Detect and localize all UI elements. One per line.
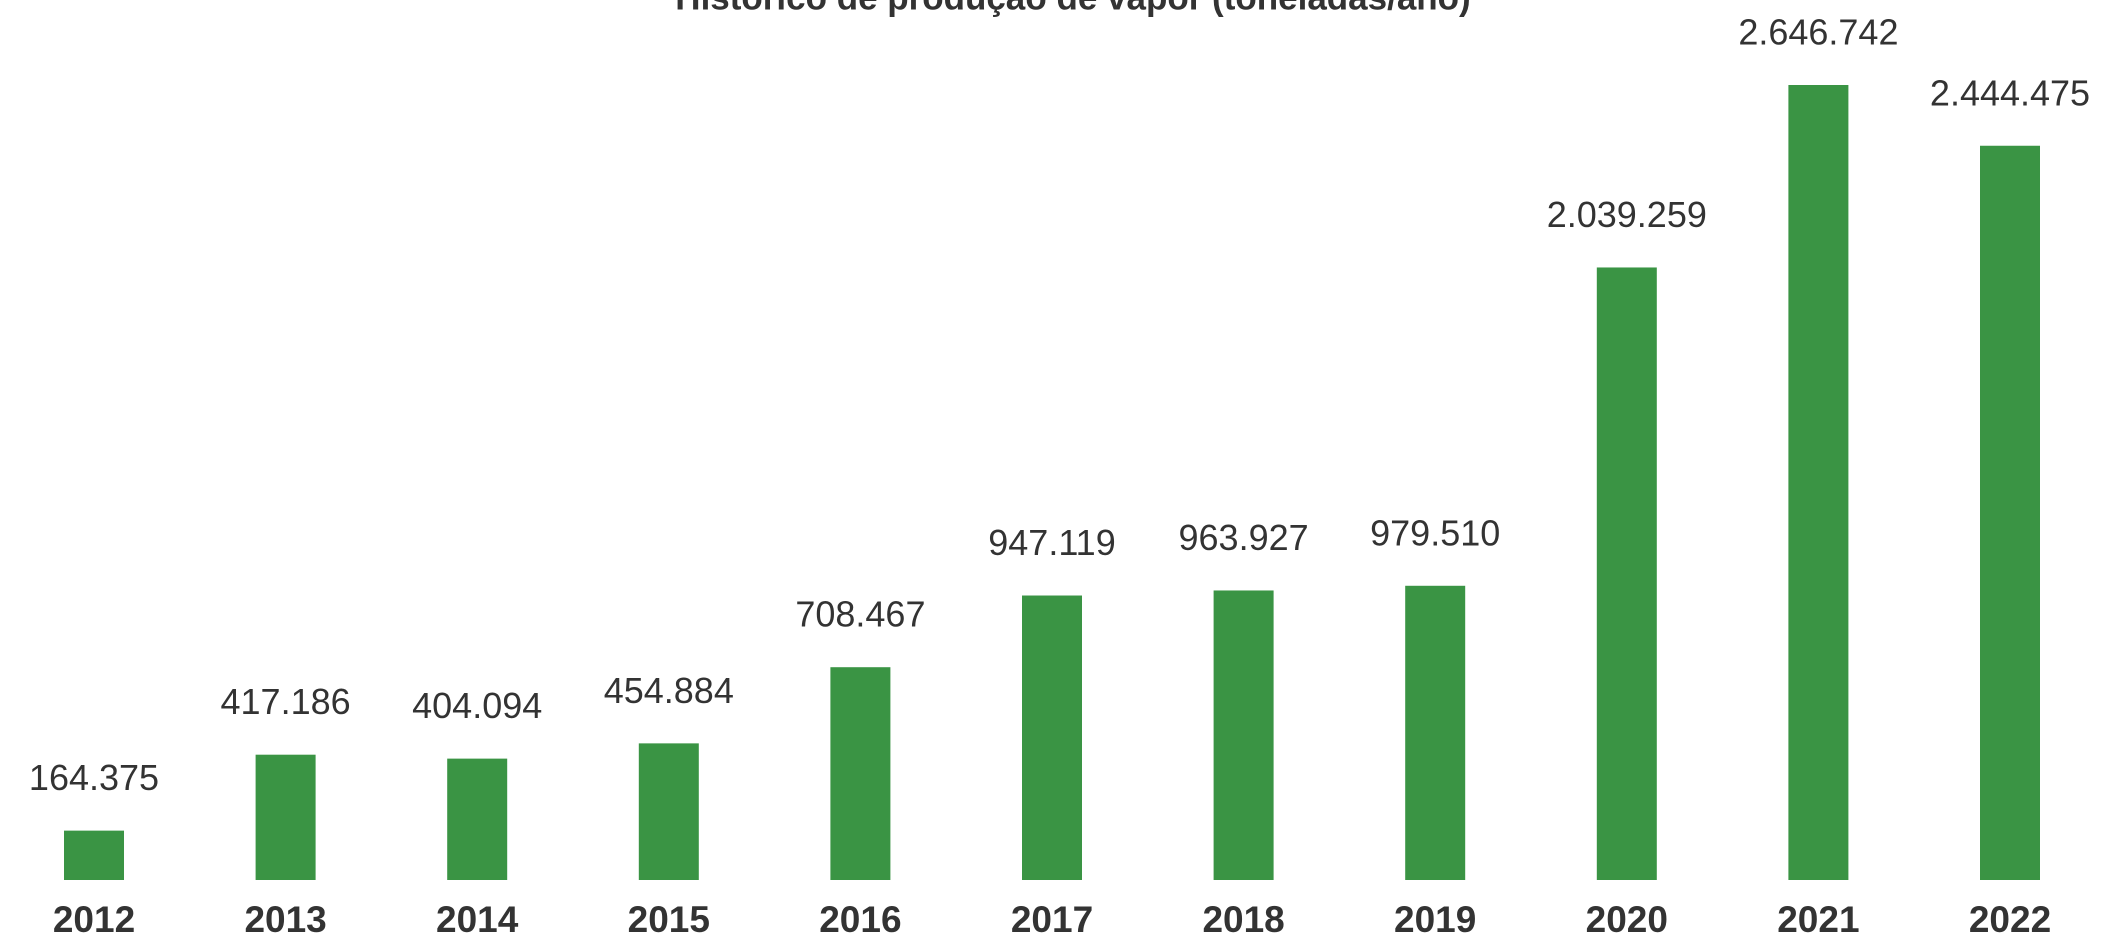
bar <box>255 754 316 880</box>
value-label: 708.467 <box>795 594 925 635</box>
x-tick-label: 2014 <box>436 899 519 940</box>
x-tick-label: 2021 <box>1777 899 1859 940</box>
x-tick-label: 2018 <box>1202 899 1284 940</box>
bar <box>447 758 508 880</box>
bar <box>64 830 124 880</box>
bar <box>638 743 699 880</box>
chart-title: Histórico de produção de vapor (tonelada… <box>675 0 1470 17</box>
bar <box>830 667 891 880</box>
value-label: 404.094 <box>412 685 542 726</box>
x-tick-label: 2022 <box>1969 899 2051 940</box>
x-tick-label: 2013 <box>244 899 326 940</box>
bar <box>1405 585 1466 880</box>
value-label: 454.884 <box>604 670 734 711</box>
value-label: 979.510 <box>1370 512 1500 553</box>
bar <box>1596 267 1657 880</box>
value-label: 963.927 <box>1179 517 1309 558</box>
bar <box>1213 590 1274 880</box>
bar <box>1980 145 2040 881</box>
value-label: 947.119 <box>988 522 1115 563</box>
x-tick-label: 2016 <box>819 899 901 940</box>
bar <box>1788 85 1849 880</box>
x-tick-label: 2019 <box>1394 899 1476 940</box>
value-label: 2.646.742 <box>1738 12 1898 53</box>
value-label: 2.039.259 <box>1547 194 1707 235</box>
value-label: 164.375 <box>29 757 159 798</box>
value-label: 2.444.475 <box>1930 72 2090 113</box>
bar <box>1022 595 1082 880</box>
x-tick-label: 2012 <box>53 899 135 940</box>
value-label: 417.186 <box>221 681 351 722</box>
x-tick-label: 2017 <box>1011 899 1093 940</box>
x-tick-label: 2020 <box>1586 899 1668 940</box>
x-tick-label: 2015 <box>628 899 710 940</box>
